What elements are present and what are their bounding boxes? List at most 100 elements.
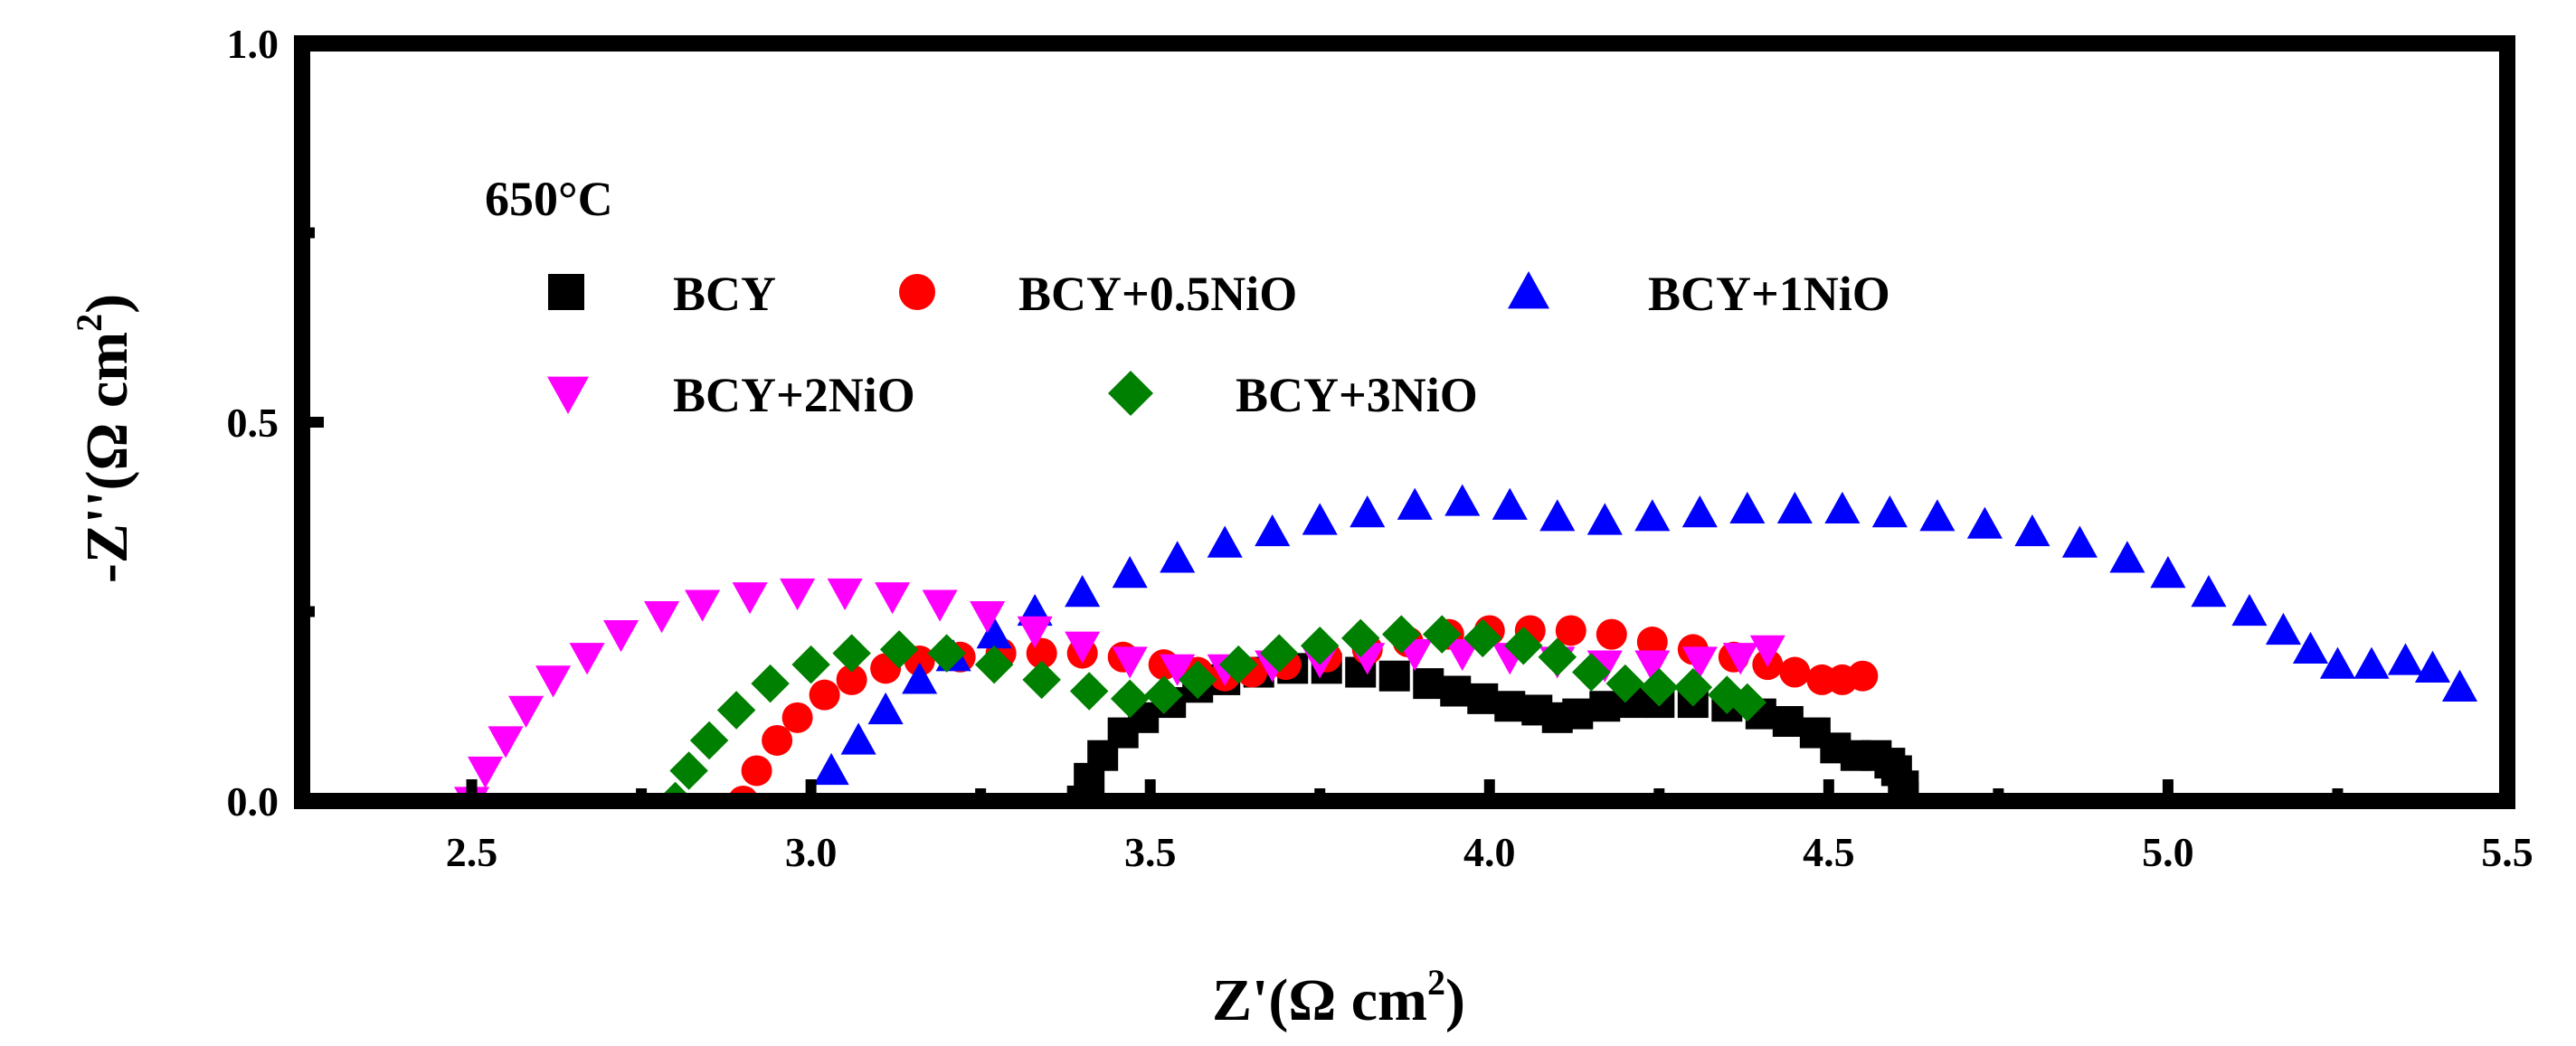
data-point: [875, 582, 911, 615]
data-point: [1423, 615, 1462, 654]
legend-marker: [547, 376, 589, 414]
series-layer: [453, 484, 2478, 801]
legend-item: BCY+3NiO: [1108, 368, 1478, 422]
data-point: [1728, 683, 1767, 722]
data-point: [1749, 635, 1785, 667]
data-point: [644, 601, 680, 634]
series-3: [800, 484, 2478, 801]
data-point: [1824, 491, 1861, 524]
data-point: [1463, 618, 1502, 658]
data-point: [1681, 646, 1718, 679]
x-tick-label: 3.0: [785, 829, 838, 875]
data-point: [2353, 646, 2390, 679]
data-point: [535, 665, 572, 698]
data-point: [1640, 668, 1679, 707]
data-point: [1440, 675, 1472, 707]
data-point: [1110, 679, 1150, 719]
data-point: [1350, 495, 1386, 528]
data-point: [922, 589, 958, 622]
data-point: [791, 645, 830, 684]
data-point: [1065, 631, 1101, 664]
data-point: [836, 664, 867, 695]
data-point: [1065, 575, 1101, 608]
data-point: [1397, 487, 1433, 520]
y-tick-label: 1.0: [227, 21, 279, 67]
legend-item: BCY+2NiO: [547, 368, 915, 422]
data-point: [1218, 645, 1258, 684]
legend-marker: [899, 274, 935, 310]
data-point: [1444, 638, 1481, 672]
data-point: [603, 620, 639, 653]
data-point: [1381, 615, 1421, 654]
data-point: [1555, 615, 1586, 646]
data-point: [1589, 691, 1621, 722]
data-point: [1112, 646, 1148, 679]
data-point: [2150, 556, 2186, 589]
data-point: [762, 724, 793, 756]
data-point: [840, 722, 876, 755]
y-axis-title-main: -Z''(Ω cm: [74, 332, 140, 583]
data-point: [1847, 660, 1879, 692]
data-point: [2191, 575, 2227, 608]
data-point: [2265, 612, 2301, 646]
y-tick-label: 0.0: [227, 778, 279, 825]
data-point: [1144, 675, 1183, 714]
data-point: [1017, 616, 1053, 648]
x-tick-label: 2.5: [446, 829, 498, 875]
data-point: [1772, 706, 1804, 738]
x-tick-label: 4.5: [1803, 829, 1855, 875]
data-point: [902, 662, 938, 694]
data-point: [569, 643, 605, 675]
data-point: [1634, 499, 1671, 532]
data-point: [809, 679, 840, 711]
data-point: [685, 589, 721, 622]
legend-label: BCY+0.5NiO: [1018, 267, 1297, 321]
data-point: [1160, 541, 1196, 573]
data-point: [689, 721, 729, 760]
data-point: [1539, 499, 1576, 532]
temperature-annotation: 650°C: [485, 172, 613, 226]
data-point: [2109, 541, 2145, 573]
data-point: [2414, 650, 2451, 683]
data-point: [508, 695, 545, 728]
data-point: [2014, 514, 2050, 547]
data-point: [1259, 634, 1299, 673]
data-point: [867, 692, 904, 725]
x-axis-title-sup: 2: [1427, 962, 1445, 1003]
data-point: [2231, 593, 2268, 627]
data-point: [1562, 698, 1594, 730]
data-point: [927, 634, 966, 673]
data-point: [1722, 643, 1758, 675]
legend-label: BCY+3NiO: [1236, 368, 1478, 422]
data-point: [716, 691, 756, 730]
data-point: [2319, 646, 2356, 679]
data-point: [467, 756, 504, 789]
y-axis-title-end: ): [74, 294, 140, 314]
x-tick-label: 3.5: [1124, 829, 1177, 875]
data-point: [1022, 660, 1061, 700]
legend-marker: [1108, 371, 1153, 416]
data-point: [1492, 487, 1528, 520]
data-point: [827, 578, 863, 611]
data-point: [879, 630, 919, 669]
data-point: [669, 751, 708, 790]
x-axis-title-main: Z'(Ω cm: [1212, 967, 1427, 1033]
x-tick-label: 5.5: [2481, 829, 2533, 875]
y-tick-label: 0.5: [227, 400, 279, 446]
data-point: [1467, 683, 1499, 714]
legend-item: BCY+1NiO: [1508, 267, 1890, 321]
data-point: [1919, 499, 1956, 532]
data-point: [751, 664, 790, 703]
data-point: [1378, 660, 1410, 692]
data-point: [1966, 506, 2003, 539]
y-axis-title: -Z''(Ω cm2): [69, 294, 140, 583]
data-point: [1504, 626, 1543, 665]
data-point: [1605, 664, 1645, 703]
data-point: [1871, 495, 1908, 528]
data-point: [1413, 668, 1444, 700]
data-point: [1178, 660, 1217, 700]
legend-item: BCY+0.5NiO: [899, 267, 1297, 321]
data-point: [1681, 495, 1718, 528]
legend-label: BCY+2NiO: [673, 368, 915, 422]
data-point: [1673, 668, 1713, 707]
